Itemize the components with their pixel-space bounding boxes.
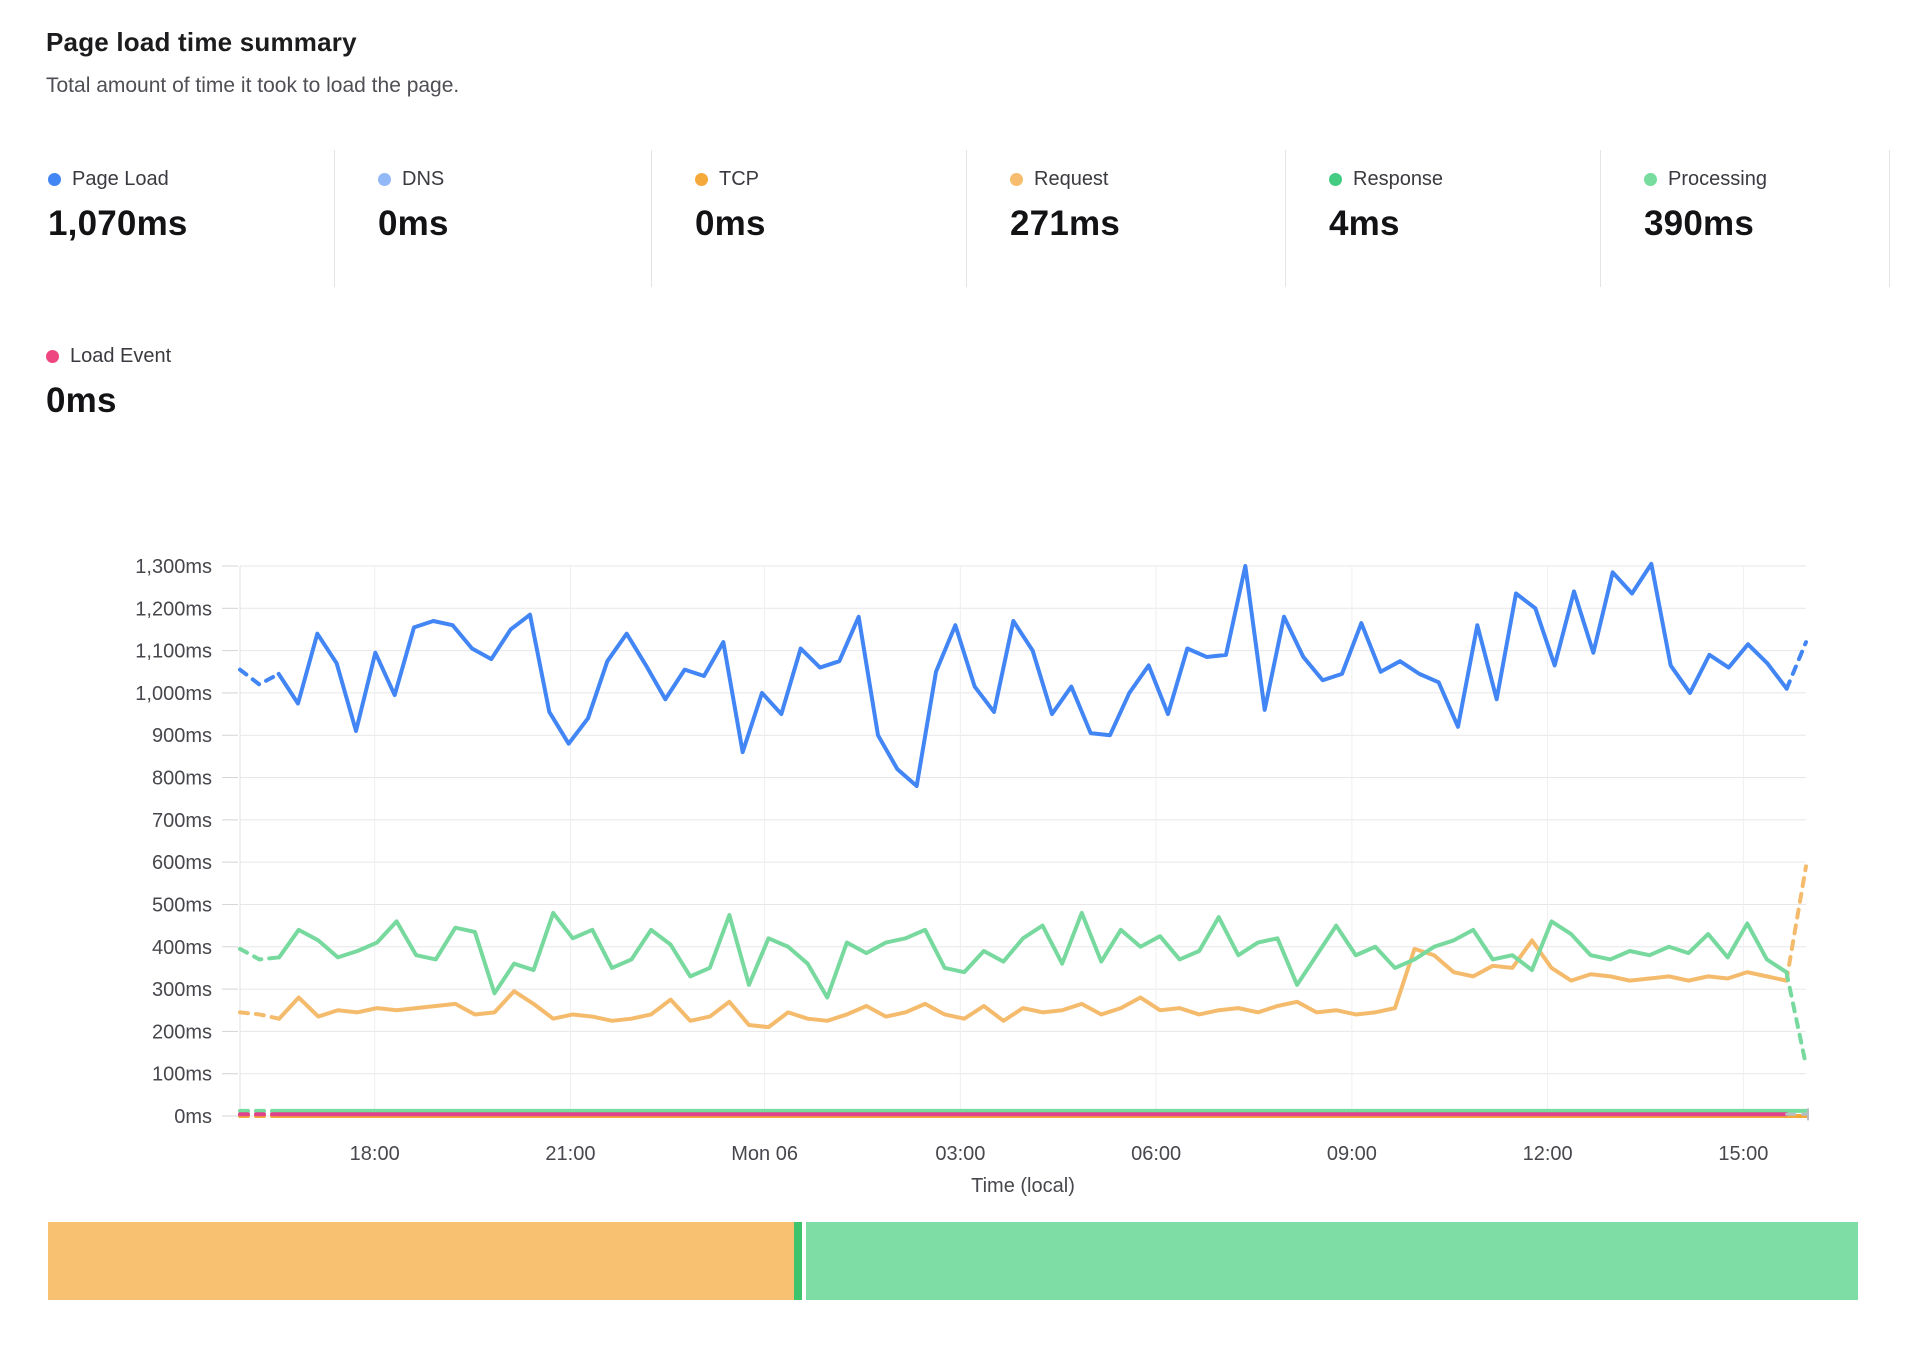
metric-dns[interactable]: DNS 0ms (334, 150, 449, 287)
y-axis-tick-label: 800ms (152, 768, 212, 790)
series-page-load (276, 561, 1789, 788)
y-axis-tick-label: 300ms (152, 979, 212, 1001)
y-axis-tick-label: 500ms (152, 894, 212, 916)
x-axis-tick-label: 06:00 (1131, 1143, 1181, 1165)
divider (1285, 150, 1286, 287)
metric-label: Response (1353, 168, 1444, 190)
page-title: Page load time summary (46, 27, 357, 57)
y-axis-tick-label: 0ms (174, 1106, 212, 1128)
bar-segment-processing-share[interactable] (805, 1222, 1858, 1300)
y-axis-tick-label: 1,300ms (135, 556, 212, 578)
metric-label: Processing (1668, 168, 1767, 190)
metric-label: Request (1034, 168, 1109, 190)
x-axis-tick-label: 03:00 (935, 1143, 985, 1165)
divider (966, 150, 967, 287)
load-event-dot-icon (46, 350, 59, 363)
x-axis-tick-label: 12:00 (1523, 1143, 1573, 1165)
x-axis-tick-label: Mon 06 (731, 1143, 798, 1165)
divider (1600, 150, 1601, 287)
y-axis-tick-label: 100ms (152, 1064, 212, 1086)
metric-response[interactable]: Response 4ms (1285, 150, 1443, 287)
response-dot-icon (1329, 173, 1342, 186)
metric-value: 271ms (1010, 204, 1120, 243)
y-axis-tick-label: 700ms (152, 810, 212, 832)
series-request-tail (1784, 864, 1808, 983)
metric-value: 0ms (695, 204, 766, 243)
y-axis-tick-label: 1,100ms (135, 641, 212, 663)
processing-dot-icon (1644, 173, 1657, 186)
metric-value: 390ms (1644, 204, 1754, 243)
bar-segment-gap[interactable] (801, 1222, 806, 1300)
metric-label: Load Event (70, 345, 172, 367)
y-axis-tick-label: 400ms (152, 937, 212, 959)
metric-value: 0ms (378, 204, 449, 243)
metric-value: 1,070ms (48, 204, 188, 243)
x-axis-tick-label: 09:00 (1327, 1143, 1377, 1165)
divider (1889, 150, 1890, 287)
x-axis-title: Time (local) (971, 1175, 1075, 1197)
divider (334, 150, 335, 287)
y-axis-tick-label: 200ms (152, 1021, 212, 1043)
x-axis-tick-label: 15:00 (1718, 1143, 1768, 1165)
page-subtitle: Total amount of time it took to load the… (46, 74, 460, 97)
divider (651, 150, 652, 287)
series-request (277, 938, 1789, 1030)
dns-dot-icon (378, 173, 391, 186)
metric-value: 4ms (1329, 204, 1400, 243)
y-axis-tick-label: 600ms (152, 852, 212, 874)
metric-processing[interactable]: Processing 390ms (1600, 150, 1767, 287)
metric-label: DNS (402, 168, 445, 190)
series-page-load-lead (238, 667, 281, 687)
bar-segment-request-share[interactable] (48, 1222, 794, 1300)
y-axis-tick-label: 1,200ms (135, 598, 212, 620)
x-axis-tick-label: 18:00 (350, 1143, 400, 1165)
metric-page-load[interactable]: Page Load 1,070ms (46, 150, 188, 287)
metrics-row: Page Load 1,070ms DNS 0ms TCP 0ms Reques… (46, 150, 1890, 287)
metric-label: Page Load (72, 168, 169, 190)
metric-value: 0ms (46, 381, 117, 420)
y-axis-tick-label: 900ms (152, 725, 212, 747)
bar-segment-divider-sliver[interactable] (793, 1222, 802, 1300)
request-dot-icon (1010, 173, 1023, 186)
timeline-scrubber-bar[interactable] (48, 1222, 1858, 1300)
x-axis-tick-label: 21:00 (545, 1143, 595, 1165)
series-page-load-tail (1784, 640, 1808, 691)
metric-load-event[interactable]: Load Event 0ms (46, 345, 171, 421)
page-load-dot-icon (48, 173, 61, 186)
metric-tcp[interactable]: TCP 0ms (651, 150, 766, 287)
series-processing-lead (238, 946, 282, 962)
y-axis-tick-label: 1,000ms (135, 683, 212, 705)
series-processing (277, 910, 1789, 1000)
metric-request[interactable]: Request 271ms (966, 150, 1120, 287)
page-load-time-chart[interactable]: 0ms 100ms 200ms 300ms 400ms 500ms 600ms 700ms 80… (0, 440, 1910, 1230)
series-request-lead (238, 1010, 282, 1021)
series-processing-tail (1784, 970, 1808, 1068)
tcp-dot-icon (695, 173, 708, 186)
metric-label: TCP (719, 168, 759, 190)
